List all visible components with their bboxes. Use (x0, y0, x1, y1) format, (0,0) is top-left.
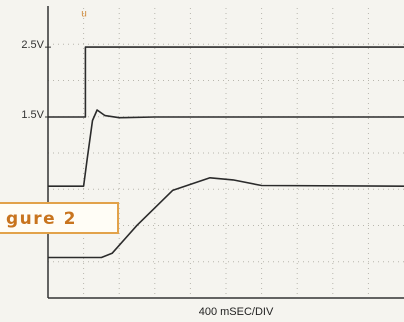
y-tick-label: 2.5V (21, 39, 44, 51)
scope-screen: u 400 mSEC/DIV 2.5V 1.5V gure 2 (0, 0, 404, 322)
figure-label: gure 2 (6, 209, 77, 229)
figure-box: gure 2 (0, 203, 118, 233)
trigger-marker: u (81, 9, 87, 20)
y-tick-label: 1.5V (21, 109, 44, 121)
background (0, 0, 404, 322)
x-axis-label: 400 mSEC/DIV (199, 306, 274, 318)
